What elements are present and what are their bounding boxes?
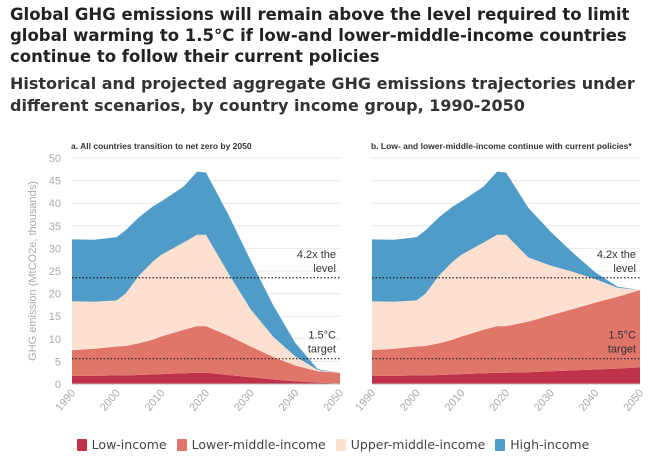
legend-swatch-lower-middle-income <box>176 438 187 451</box>
legend-item-high-income: High-income <box>495 437 589 452</box>
reference-label: 1.5°C <box>608 330 636 342</box>
x-tick-label: 2020 <box>187 387 212 413</box>
area-lower-middle-income <box>372 290 640 376</box>
panel-a: a. All countries transition to net zero … <box>53 141 346 414</box>
x-tick-label: 1990 <box>353 387 378 413</box>
area-upper-middle-income <box>372 234 640 351</box>
x-tick-label: 2010 <box>143 387 168 413</box>
chart-title: Global GHG emissions will remain above t… <box>10 5 630 66</box>
area-high-income <box>72 171 340 373</box>
legend-label: High-income <box>510 437 590 452</box>
y-tick-label: 20 <box>49 289 61 301</box>
area-lower-middle-income <box>72 326 340 384</box>
area-upper-middle-income <box>72 234 340 373</box>
x-tick-label: 2000 <box>398 387 423 413</box>
y-tick-label: 0 <box>55 379 61 391</box>
y-tick-label: 25 <box>49 266 61 278</box>
reference-label: target <box>608 344 636 356</box>
x-tick-label: 2030 <box>532 387 557 413</box>
legend-label: Lower-middle-income <box>191 437 326 452</box>
legend-label: Low-income <box>91 437 167 452</box>
y-tick-label: 40 <box>49 198 61 210</box>
x-tick-label: 2000 <box>98 387 123 413</box>
area-high-income <box>372 171 640 302</box>
legend-swatch-low-income <box>76 438 87 451</box>
y-tick-label: 50 <box>49 153 61 165</box>
legend-swatch-high-income <box>495 438 506 451</box>
reference-label: level <box>613 263 636 275</box>
x-tick-label: 1990 <box>53 387 78 413</box>
x-tick-label: 2010 <box>443 387 468 413</box>
panel-title: b. Low- and lower-middle-income continue… <box>371 141 632 151</box>
legend-item-lower-middle-income: Lower-middle-income <box>176 437 326 452</box>
legend-label: Upper-middle-income <box>350 437 486 452</box>
legend-item-upper-middle-income: Upper-middle-income <box>335 437 486 452</box>
x-tick-label: 2050 <box>621 387 646 413</box>
x-tick-label: 2030 <box>232 387 257 413</box>
x-tick-label: 2040 <box>277 387 302 413</box>
chart-subtitle: Historical and projected aggregate GHG e… <box>10 74 635 115</box>
x-tick-label: 2050 <box>321 387 346 413</box>
legend: Low-income Lower-middle-income Upper-mid… <box>0 437 666 452</box>
y-tick-label: 5 <box>55 356 61 368</box>
legend-swatch-upper-middle-income <box>335 438 346 451</box>
reference-label: 1.5°C <box>308 330 336 342</box>
y-axis-label: GHG emission (MtCO2e, thousands) <box>27 181 39 361</box>
reference-label: 4.2x the <box>597 249 636 261</box>
y-axis: 0 5 10 15 20 25 30 35 40 45 50 <box>49 153 61 391</box>
reference-label: level <box>313 263 336 275</box>
panel-title: a. All countries transition to net zero … <box>71 141 252 151</box>
area-low-income <box>72 372 340 384</box>
panel-b: b. Low- and lower-middle-income continue… <box>353 141 646 414</box>
y-tick-label: 30 <box>49 243 61 255</box>
reference-label: target <box>308 344 336 356</box>
y-tick-label: 10 <box>49 334 61 346</box>
x-tick-label: 2040 <box>577 387 602 413</box>
y-tick-label: 35 <box>49 221 61 233</box>
y-tick-label: 15 <box>49 311 61 323</box>
area-low-income <box>372 367 640 384</box>
legend-item-low-income: Low-income <box>76 437 167 452</box>
y-tick-label: 45 <box>49 176 61 188</box>
reference-label: 4.2x the <box>297 249 336 261</box>
x-tick-label: 2020 <box>487 387 512 413</box>
